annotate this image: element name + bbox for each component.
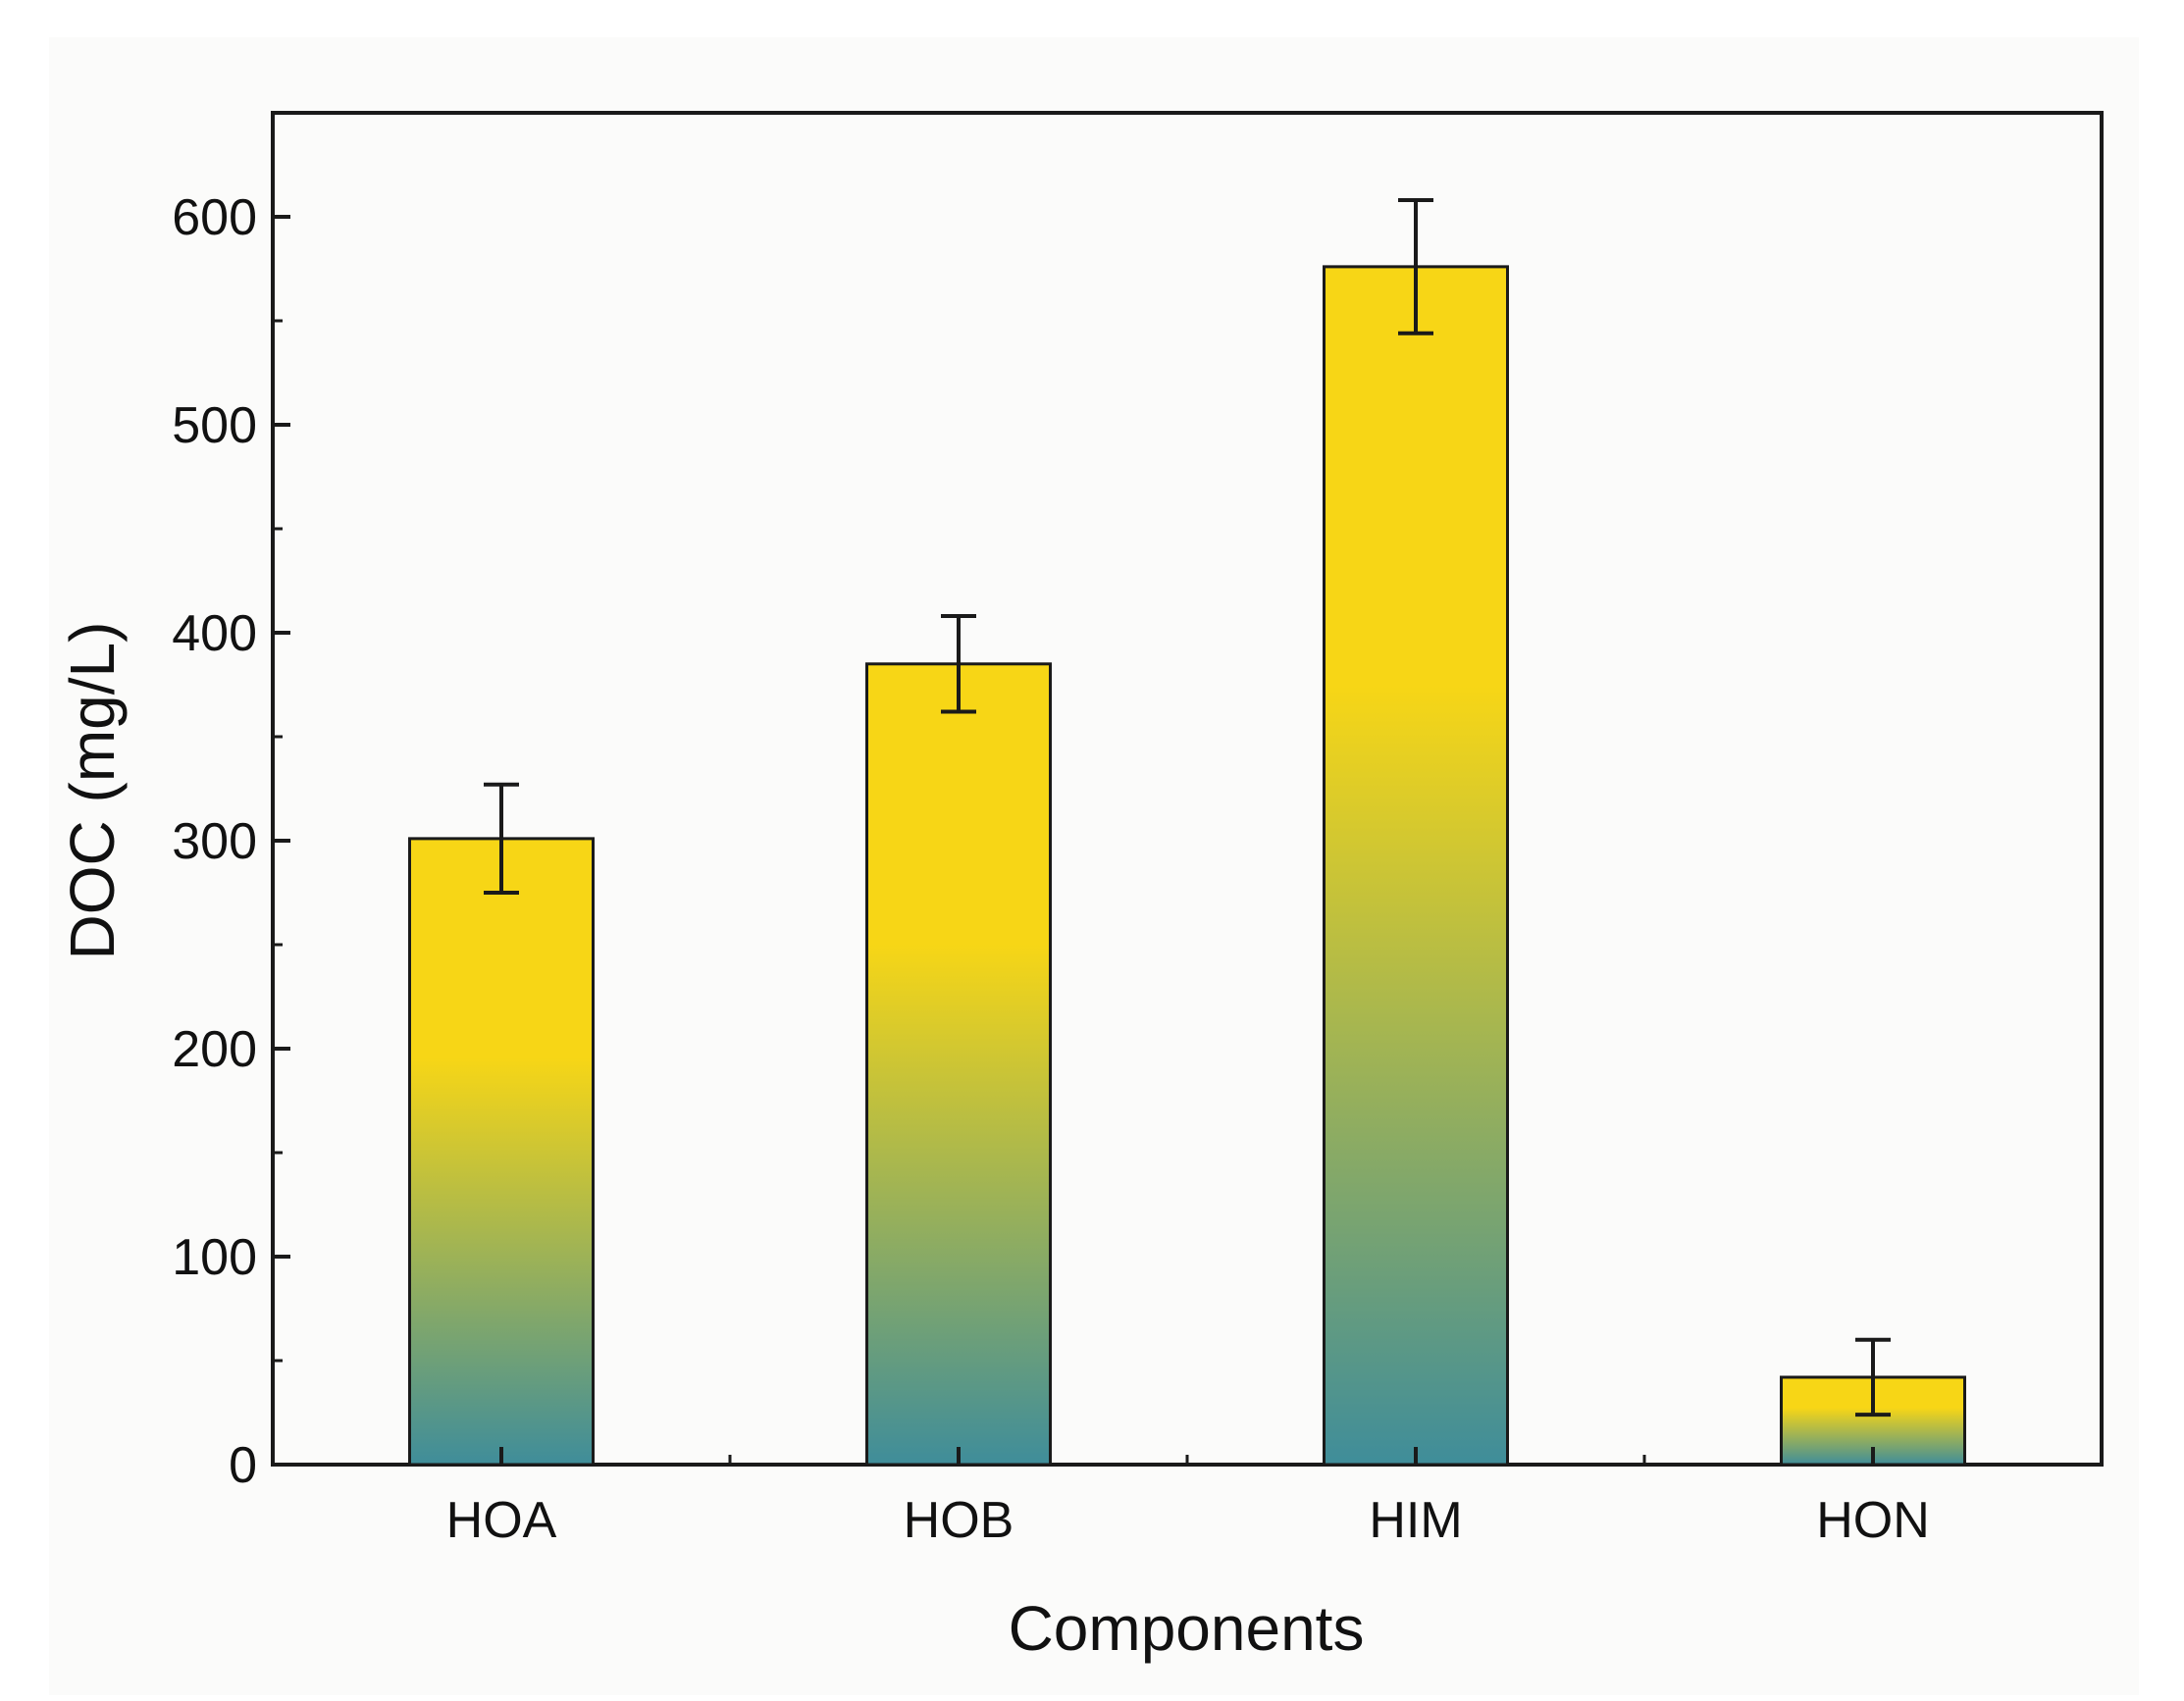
y-axis-title: DOC (mg/L) <box>57 622 128 960</box>
x-axis-title: Components <box>1009 1593 1365 1664</box>
y-tick-label: 600 <box>172 189 257 246</box>
y-tick-label: 500 <box>172 397 257 454</box>
x-tick-label-him: HIM <box>1369 1492 1462 1549</box>
x-tick-label-hob: HOB <box>904 1492 1014 1549</box>
y-tick-label: 0 <box>229 1437 257 1494</box>
bar-him <box>1323 265 1509 1467</box>
y-tick-label: 300 <box>172 813 257 870</box>
y-tick-label: 400 <box>172 605 257 662</box>
x-tick-label-hoa: HOA <box>446 1492 557 1549</box>
bar-hoa <box>408 837 595 1467</box>
y-axis: 0 100 200 300 400 500 600 <box>172 189 290 1494</box>
y-tick-label: 200 <box>172 1021 257 1078</box>
x-axis: HOA HOB HIM HON <box>446 1447 1930 1549</box>
y-tick-label: 100 <box>172 1229 257 1286</box>
error-bars-layer <box>484 198 1891 1418</box>
x-tick-label-hon: HON <box>1816 1492 1930 1549</box>
bar-hob <box>865 662 1052 1467</box>
